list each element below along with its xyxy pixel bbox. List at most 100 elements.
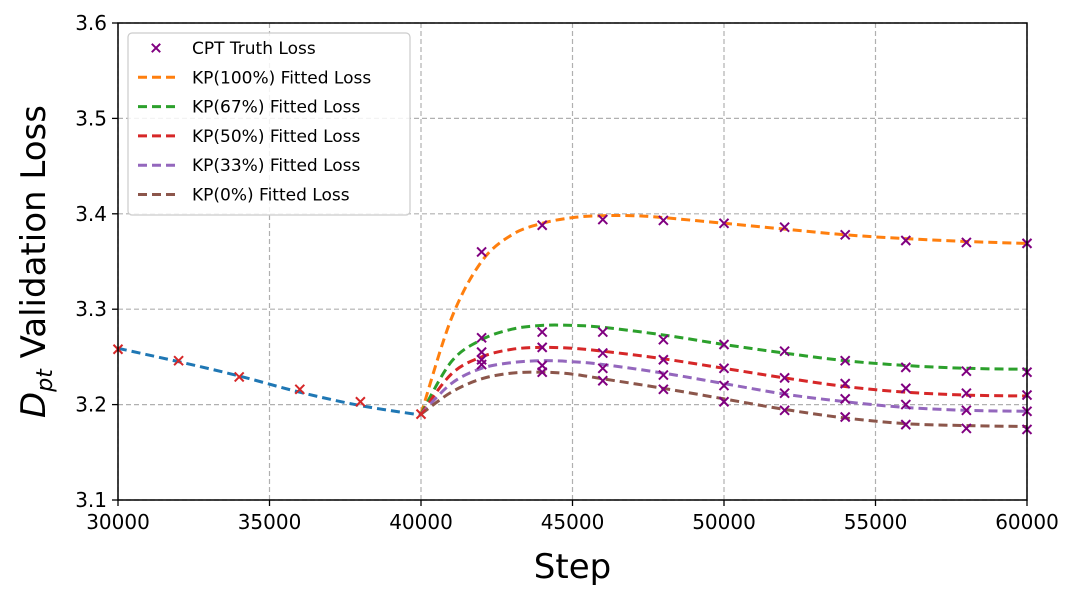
truth-point-kp67 (658, 334, 669, 345)
marker-stroke (961, 423, 972, 434)
legend-item: KP(0%) Fitted Loss (138, 186, 350, 206)
y-axis-label-main: D (14, 392, 54, 418)
pretrain-truth-point (173, 355, 184, 366)
marker-stroke (779, 345, 790, 357)
pretrain-truth-point (355, 396, 366, 407)
marker-stroke (536, 220, 548, 231)
truth-point-kp50 (536, 342, 548, 353)
truth-point-kp50 (900, 383, 912, 394)
truth-point-kp100 (597, 214, 609, 225)
marker-stroke (839, 355, 851, 366)
truth-point-kp33 (597, 363, 609, 374)
x-tick-label: 50000 (692, 510, 756, 534)
pretrain-truth-point (294, 384, 306, 395)
marker-stroke (779, 221, 790, 233)
pretrain-truth-point (233, 371, 245, 383)
y-axis-label-rest: Validation Loss (14, 105, 54, 369)
truth-point-kp0 (536, 366, 548, 378)
marker-stroke (294, 384, 306, 395)
y-tick-label: 3.4 (75, 202, 107, 226)
fitted-line-kp0 (420, 370, 1028, 428)
marker-stroke (536, 366, 548, 378)
legend-label: CPT Truth Loss (192, 39, 316, 59)
truth-point-kp0 (658, 384, 669, 395)
marker-stroke (173, 355, 184, 366)
marker-stroke (658, 384, 669, 395)
x-tick-label: 40000 (389, 510, 453, 534)
marker-stroke (839, 411, 851, 423)
truth-point-kp33 (961, 405, 972, 416)
marker-stroke (961, 387, 972, 399)
y-tick-label: 3.1 (75, 488, 107, 512)
truth-point-kp50 (839, 378, 851, 389)
marker-stroke (900, 362, 912, 373)
truth-point-kp0 (597, 375, 609, 386)
x-tick-label: 35000 (238, 510, 302, 534)
truth-point-kp0 (839, 411, 851, 423)
marker-stroke (779, 405, 790, 416)
x-tick-label: 55000 (844, 510, 908, 534)
truth-point-kp100 (900, 235, 912, 246)
marker-stroke (961, 237, 972, 248)
legend-item: KP(50%) Fitted Loss (138, 127, 361, 147)
legend-box (127, 32, 411, 216)
y-tick-label: 3.3 (75, 297, 107, 321)
y-axis-label: Dpt Validation Loss (14, 105, 58, 418)
marker-stroke (658, 334, 669, 345)
marker-stroke (718, 339, 730, 350)
legend-cross-icon (151, 43, 161, 53)
truth-point-kp50 (658, 354, 669, 365)
truth-point-kp67 (779, 345, 790, 357)
y-tick-label: 3.6 (75, 11, 107, 35)
marker-stroke (839, 229, 851, 240)
truth-point-kp50 (597, 347, 609, 359)
truth-point-kp67 (476, 332, 487, 344)
x-tick-label: 30000 (86, 510, 150, 534)
truth-point-kp0 (900, 419, 912, 430)
marker-stroke (779, 387, 790, 399)
axis-ticks: 30000 35000 40000 45000 50000 55000 60000 3.1 3.… (75, 11, 1059, 534)
fitted-line-kp33 (419, 359, 1028, 416)
legend-label: KP(33%) Fitted Loss (192, 156, 361, 176)
marker-stroke (900, 419, 912, 430)
marker-stroke (597, 363, 609, 374)
legend-label: KP(50%) Fitted Loss (192, 127, 361, 147)
truth-point-kp33 (839, 393, 851, 405)
truth-point-kp100 (658, 215, 669, 226)
marker-stroke (839, 393, 851, 405)
marker-stroke (961, 405, 972, 416)
marker-stroke (233, 371, 245, 383)
truth-point-kp50 (779, 372, 790, 384)
truth-point-kp33 (779, 387, 790, 399)
fitted-line-kp67 (419, 323, 1028, 415)
truth-point-kp67 (597, 326, 609, 338)
truth-point-kp100 (779, 221, 790, 233)
marker-stroke (597, 375, 609, 386)
marker-stroke (900, 235, 912, 246)
truth-point-kp33 (658, 369, 669, 381)
truth-point-kp100 (476, 246, 487, 258)
truth-point-kp50 (718, 363, 730, 374)
truth-point-kp67 (900, 362, 912, 373)
marker-stroke (718, 363, 730, 374)
x-tick-label: 45000 (541, 510, 605, 534)
marker-stroke (900, 383, 912, 394)
legend-item: CPT Truth Loss (151, 39, 316, 59)
x-axis-label: Step (534, 547, 611, 587)
truth-point-kp0 (718, 396, 730, 407)
truth-point-kp0 (961, 423, 972, 434)
truth-point-kp67 (839, 355, 851, 366)
marker-stroke (415, 408, 427, 420)
truth-point-kp50 (476, 346, 487, 358)
truth-point-kp50 (961, 387, 972, 399)
marker-stroke (900, 399, 912, 410)
marker-stroke (536, 342, 548, 353)
marker-stroke (658, 215, 669, 226)
truth-point-kp67 (718, 339, 730, 350)
x-tick-label: 60000 (995, 510, 1059, 534)
marker-stroke (597, 347, 609, 359)
y-axis-label-subscript: pt (33, 368, 58, 393)
legend-item: KP(33%) Fitted Loss (138, 156, 361, 176)
y-tick-label: 3.2 (75, 393, 107, 417)
